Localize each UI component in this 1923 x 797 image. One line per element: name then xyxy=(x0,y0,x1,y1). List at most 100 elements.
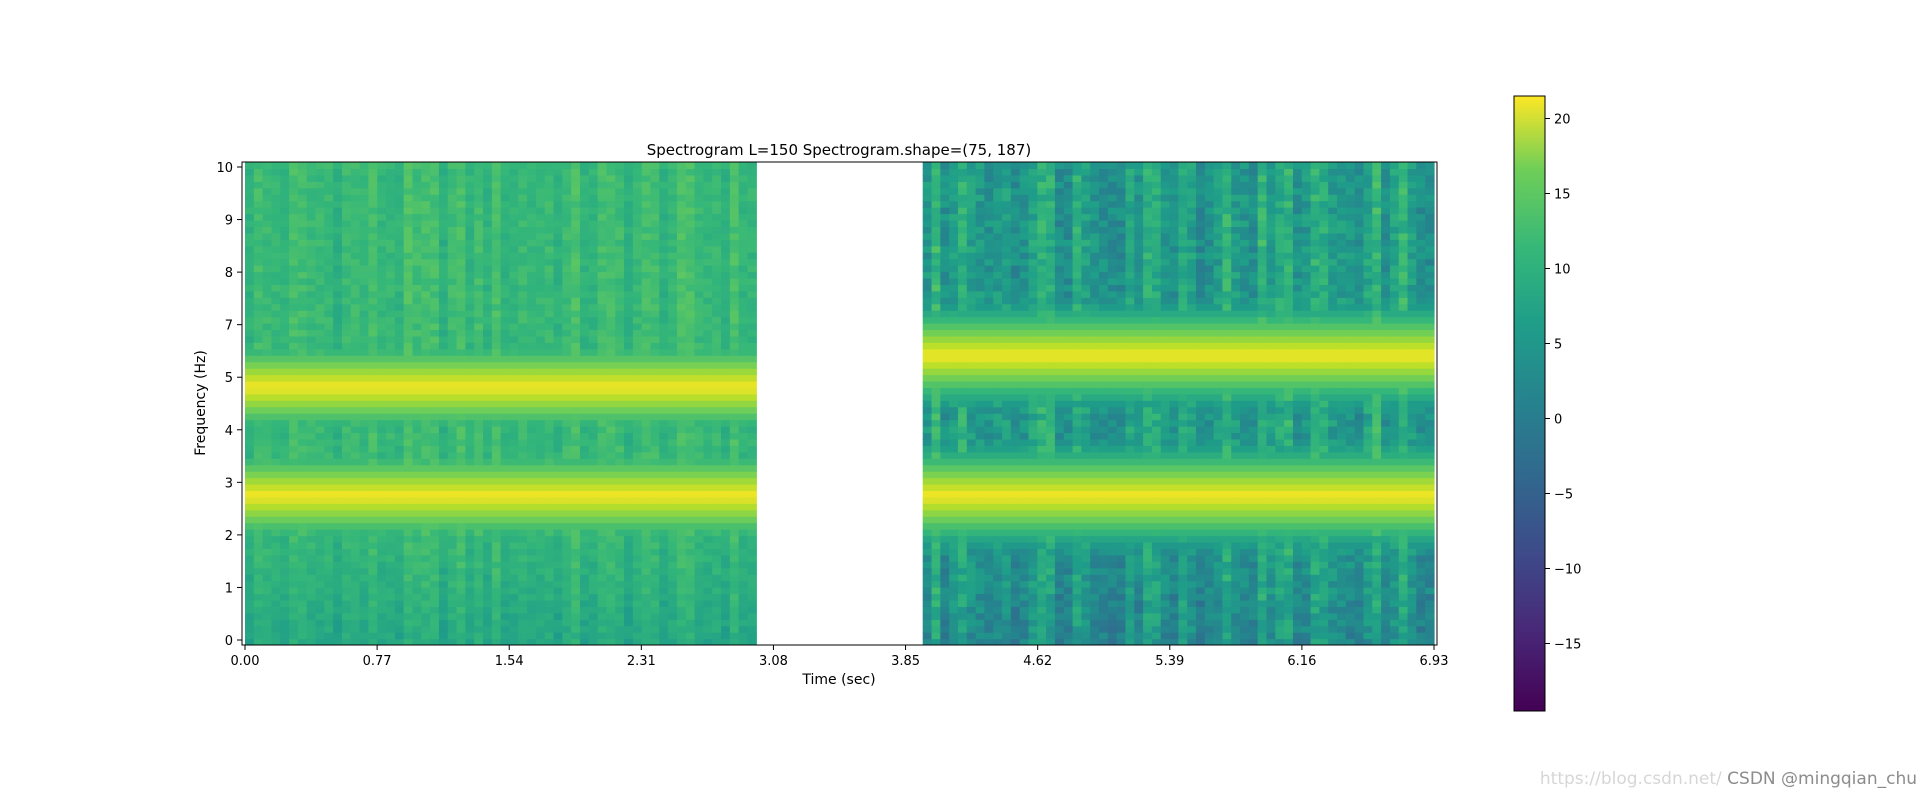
heatmap-cell xyxy=(949,335,959,343)
heatmap-cell xyxy=(509,181,519,189)
heatmap-cell xyxy=(975,258,986,266)
heatmap-cell xyxy=(562,355,572,363)
heatmap-cell xyxy=(966,393,977,401)
heatmap-cell xyxy=(315,400,325,408)
heatmap-cell xyxy=(509,419,519,427)
heatmap-cell xyxy=(394,561,405,569)
heatmap-cell xyxy=(949,406,959,414)
heatmap-cell xyxy=(922,451,933,459)
heatmap-cell xyxy=(527,529,537,537)
heatmap-cell xyxy=(712,496,722,504)
heatmap-cell xyxy=(993,342,1003,350)
heatmap-cell xyxy=(377,561,387,569)
heatmap-cell xyxy=(562,290,572,298)
heatmap-cell xyxy=(535,162,546,170)
heatmap-cell xyxy=(430,413,440,421)
heatmap-cell xyxy=(571,574,581,582)
heatmap-cell xyxy=(438,245,449,253)
heatmap-cell xyxy=(993,451,1003,459)
heatmap-cell xyxy=(571,181,581,189)
heatmap-cell xyxy=(606,393,616,401)
heatmap-cell xyxy=(975,438,986,446)
heatmap-cell xyxy=(438,503,449,511)
heatmap-cell xyxy=(606,438,616,446)
heatmap-cell xyxy=(465,438,475,446)
heatmap-cell xyxy=(632,252,643,260)
heatmap-cell xyxy=(509,361,519,369)
heatmap-cell xyxy=(421,638,431,645)
heatmap-cell xyxy=(509,348,519,356)
heatmap-cell xyxy=(535,303,546,311)
heatmap-cell xyxy=(729,426,740,434)
heatmap-cell xyxy=(271,471,281,479)
heatmap-cell xyxy=(949,226,959,234)
heatmap-cell xyxy=(597,490,608,498)
heatmap-cell xyxy=(940,535,950,543)
heatmap-cell xyxy=(668,548,678,556)
heatmap-cell xyxy=(984,393,994,401)
heatmap-cell xyxy=(597,207,608,215)
heatmap-cell xyxy=(465,226,475,234)
heatmap-cell xyxy=(306,284,317,292)
heatmap-cell xyxy=(368,329,378,337)
heatmap-cell xyxy=(676,368,687,376)
heatmap-cell xyxy=(738,599,749,607)
heatmap-cell xyxy=(606,252,616,260)
heatmap-cell xyxy=(518,587,528,595)
heatmap-cell xyxy=(280,471,290,479)
heatmap-cell xyxy=(535,464,546,472)
heatmap-cell xyxy=(676,342,687,350)
heatmap-cell xyxy=(394,374,405,382)
heatmap-cell xyxy=(588,541,599,549)
heatmap-cell xyxy=(535,284,546,292)
heatmap-cell xyxy=(527,232,537,240)
heatmap-cell xyxy=(509,297,519,305)
heatmap-cell xyxy=(676,445,687,453)
heatmap-cell xyxy=(271,561,281,569)
heatmap-cell xyxy=(289,239,299,247)
heatmap-cell xyxy=(931,464,941,472)
heatmap-cell xyxy=(659,207,669,215)
heatmap-cell xyxy=(747,445,757,453)
heatmap-cell xyxy=(500,509,511,517)
heatmap-cell xyxy=(509,554,519,562)
heatmap-cell xyxy=(571,632,581,640)
heatmap-cell xyxy=(668,303,678,311)
heatmap-cell xyxy=(262,426,273,434)
heatmap-cell xyxy=(694,335,704,343)
heatmap-cell xyxy=(341,213,352,221)
heatmap-cell xyxy=(253,632,264,640)
heatmap-cell xyxy=(421,303,431,311)
heatmap-cell xyxy=(571,529,581,537)
heatmap-cell xyxy=(641,580,652,588)
heatmap-cell xyxy=(430,484,440,492)
heatmap-cell xyxy=(738,503,749,511)
heatmap-cell xyxy=(721,374,731,382)
heatmap-cell xyxy=(668,426,678,434)
heatmap-cell xyxy=(949,554,959,562)
heatmap-cell xyxy=(738,477,749,485)
heatmap-cell xyxy=(289,541,299,549)
heatmap-cell xyxy=(588,503,599,511)
heatmap-cell xyxy=(253,310,264,318)
heatmap-cell xyxy=(685,554,696,562)
heatmap-cell xyxy=(588,599,599,607)
heatmap-cell xyxy=(729,342,740,350)
heatmap-cell xyxy=(491,284,502,292)
heatmap-cell xyxy=(641,207,652,215)
heatmap-cell xyxy=(553,187,563,195)
heatmap-cell xyxy=(712,535,722,543)
heatmap-cell xyxy=(650,516,660,524)
heatmap-cell xyxy=(712,625,722,633)
heatmap-cell xyxy=(359,529,370,537)
heatmap-cell xyxy=(966,426,977,434)
heatmap-cell xyxy=(597,219,608,227)
heatmap-cell xyxy=(676,329,687,337)
heatmap-cell xyxy=(456,419,466,427)
heatmap-cell xyxy=(262,380,273,388)
heatmap-cell xyxy=(465,310,475,318)
heatmap-cell xyxy=(632,599,643,607)
heatmap-cell xyxy=(685,207,696,215)
heatmap-cell xyxy=(535,207,546,215)
heatmap-cell xyxy=(597,426,608,434)
